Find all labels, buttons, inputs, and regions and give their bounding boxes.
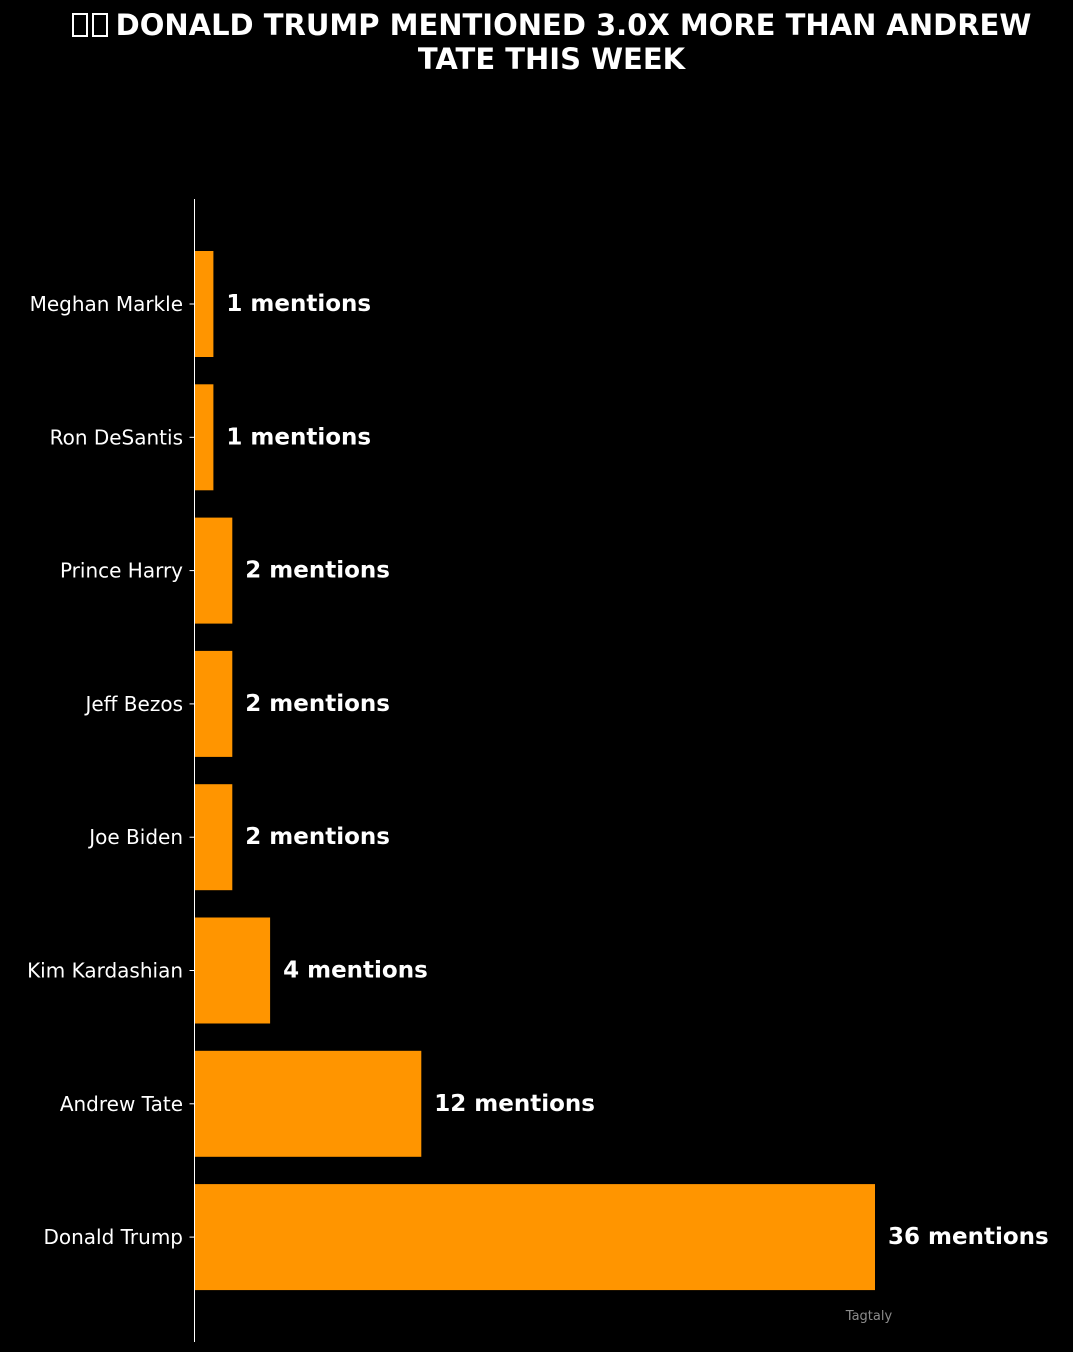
data-label: 2 mentions xyxy=(245,558,390,584)
bar-prince-harry xyxy=(194,517,233,624)
y-tick-label: Andrew Tate xyxy=(60,1092,183,1116)
data-label: 36 mentions xyxy=(888,1224,1049,1250)
bar-meghan-markle xyxy=(194,251,214,357)
y-tick-label: Joe Biden xyxy=(87,825,183,849)
data-label: 2 mentions xyxy=(245,824,390,850)
y-tick-label: Donald Trump xyxy=(43,1225,183,1249)
bar-kim-kardashian xyxy=(194,917,271,1024)
labels-layer: Meghan Markle 1 mentions Ron DeSantis 1 men… xyxy=(27,291,1049,1250)
chart-title-text: DONALD TRUMP MENTIONED 3.0X MORE THAN AN… xyxy=(115,8,1032,76)
y-tick-label: Jeff Bezos xyxy=(83,692,183,716)
bar-andrew-tate xyxy=(194,1050,422,1157)
y-tick-label: Prince Harry xyxy=(60,559,183,583)
data-label: 2 mentions xyxy=(245,691,390,717)
bar-ron-desantis xyxy=(194,384,214,491)
data-label: 1 mentions xyxy=(226,291,371,317)
data-label: 4 mentions xyxy=(283,958,428,984)
flag-emoji-icon xyxy=(71,13,110,37)
bar-jeff-bezos xyxy=(194,650,233,757)
data-label: 12 mentions xyxy=(434,1091,595,1117)
data-label: 1 mentions xyxy=(226,424,371,450)
chart-title: DONALD TRUMP MENTIONED 3.0X MORE THAN AN… xyxy=(40,8,1063,76)
source-label: Tagtaly xyxy=(845,1309,893,1324)
y-tick-label: Kim Kardashian xyxy=(27,959,183,983)
bar-donald-trump xyxy=(194,1184,875,1291)
y-tick-label: Ron DeSantis xyxy=(50,425,183,449)
y-tick-label: Meghan Markle xyxy=(30,292,183,316)
ticks-layer xyxy=(189,303,195,1238)
bars-layer xyxy=(194,251,875,1291)
bar-joe-biden xyxy=(194,784,233,891)
